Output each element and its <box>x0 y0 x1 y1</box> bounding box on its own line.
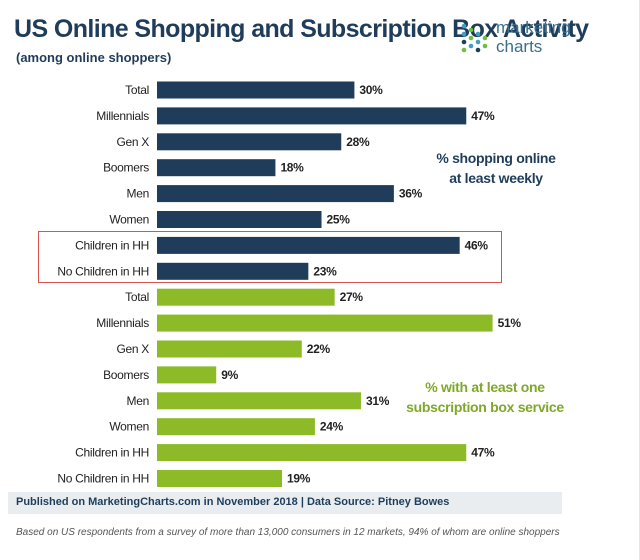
value-label: 47% <box>471 109 495 123</box>
series-annotation-subscription: % with at least one subscription box ser… <box>406 377 564 417</box>
bar <box>157 315 493 332</box>
value-label: 36% <box>399 187 423 201</box>
value-label: 9% <box>221 368 238 382</box>
category-label: Gen X <box>116 135 149 149</box>
bar <box>157 82 354 99</box>
category-label: No Children in HH <box>57 472 149 486</box>
category-label: Women <box>109 213 149 227</box>
category-label: Millennials <box>96 109 149 123</box>
category-label: Total <box>125 290 149 304</box>
category-label: Gen X <box>116 342 149 356</box>
bar <box>157 444 466 461</box>
bar <box>157 366 216 383</box>
source-text: Published on MarketingCharts.com in Nove… <box>16 496 449 508</box>
annotation-weekly-line2: at least weekly <box>432 168 560 188</box>
annotation-subscription-line2: subscription box service <box>406 397 564 417</box>
annotation-weekly-line1: % shopping online <box>432 148 560 168</box>
bar <box>157 418 315 435</box>
value-label: 25% <box>327 213 351 227</box>
highlight-box <box>38 231 502 283</box>
category-label: Children in HH <box>75 446 149 460</box>
value-label: 28% <box>346 135 370 149</box>
bar <box>157 289 335 306</box>
bar <box>157 159 275 176</box>
bar <box>157 211 322 228</box>
category-label: Boomers <box>103 161 149 175</box>
value-label: 27% <box>340 290 364 304</box>
value-label: 51% <box>498 316 522 330</box>
category-label: Women <box>109 420 149 434</box>
bar <box>157 470 282 487</box>
value-label: 31% <box>366 394 390 408</box>
value-label: 30% <box>359 83 383 97</box>
bar <box>157 392 361 409</box>
category-label: Total <box>125 83 149 97</box>
category-label: Boomers <box>103 368 149 382</box>
value-label: 47% <box>471 446 495 460</box>
annotation-subscription-line1: % with at least one <box>406 377 564 397</box>
category-label: Men <box>127 394 149 408</box>
category-label: Men <box>127 187 149 201</box>
bar <box>157 341 302 358</box>
value-label: 18% <box>280 161 304 175</box>
category-label: Millennials <box>96 316 149 330</box>
value-label: 24% <box>320 420 344 434</box>
series-annotation-weekly: % shopping online at least weekly <box>432 148 560 188</box>
bar <box>157 133 341 150</box>
value-label: 22% <box>307 342 331 356</box>
methodology-note: Based on US respondents from a survey of… <box>16 527 560 538</box>
value-label: 19% <box>287 472 311 486</box>
bar <box>157 107 466 124</box>
bar <box>157 185 394 202</box>
